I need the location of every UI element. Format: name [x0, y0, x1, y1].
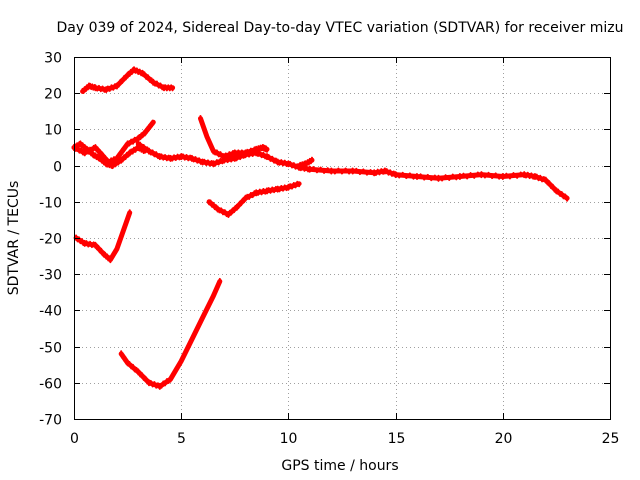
y-tick-label: -20 — [39, 232, 62, 248]
y-tick-label: -40 — [39, 304, 62, 320]
y-tick-label: -50 — [39, 341, 62, 357]
series-arc-3 — [71, 119, 156, 165]
y-tick-label: 0 — [53, 160, 62, 176]
chart-title: Day 039 of 2024, Sidereal Day-to-day VTE… — [57, 20, 624, 36]
series-layer — [71, 66, 570, 390]
series-arc-3-noise — [73, 119, 155, 166]
y-tick-label: -60 — [39, 377, 62, 393]
series-arc-7-noise — [75, 209, 131, 264]
x-tick-label: 10 — [280, 431, 298, 447]
x-axis-label: GPS time / hours — [281, 458, 398, 474]
series-arc-6-noise — [298, 156, 313, 170]
y-tick-label: -10 — [39, 196, 62, 212]
grid — [74, 57, 610, 419]
x-tick-label: 15 — [388, 431, 406, 447]
series-arc-8-noise — [208, 180, 301, 218]
ticks: 0 5 10 15 20 25 -70 -60 -50 -40 -30 -20 -10 0 10 20 30 — [39, 51, 619, 448]
y-tick-label: 10 — [44, 123, 62, 139]
series-arc-1-noise — [81, 66, 174, 94]
series-arc-5-noise — [199, 115, 268, 161]
series-arc-2-noise — [73, 140, 146, 170]
y-tick-label: -30 — [39, 268, 62, 284]
y-tick-label: 30 — [44, 51, 62, 67]
x-tick-label: 5 — [177, 431, 186, 447]
x-tick-label: 20 — [495, 431, 513, 447]
series-arc-9-noise — [120, 277, 221, 390]
series-arc-4-noise — [137, 141, 569, 202]
x-tick-label: 25 — [602, 431, 620, 447]
x-tick-label: 0 — [70, 431, 79, 447]
y-tick-label: -70 — [39, 413, 62, 429]
y-tick-label: 20 — [44, 87, 62, 103]
y-axis-label: SDTVAR / TECUs — [6, 181, 22, 296]
